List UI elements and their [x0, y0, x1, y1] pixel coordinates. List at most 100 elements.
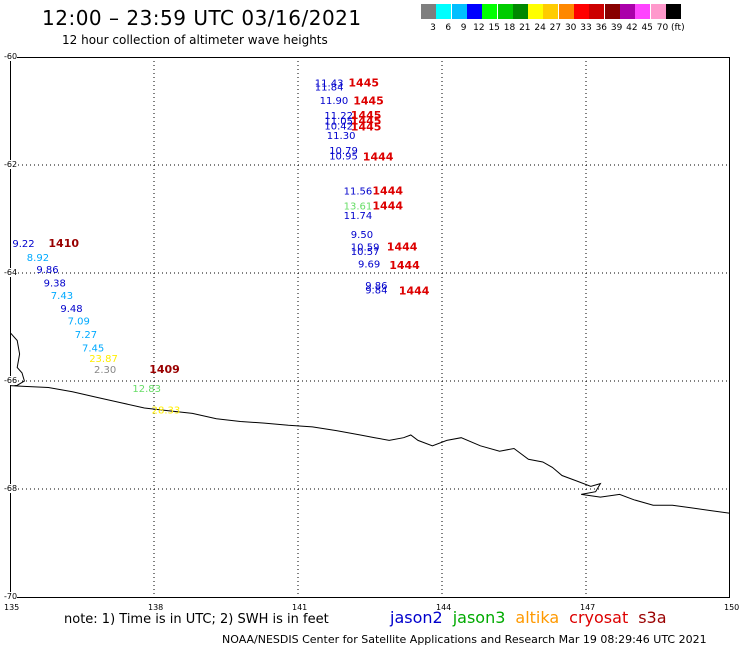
scale-swatch-13: [619, 4, 635, 19]
lat-tick-label: -70: [4, 592, 18, 601]
wave-height-value: 9.86: [365, 281, 387, 292]
satellite-legend: jason2 jason3 altika cryosat s3a: [390, 608, 677, 627]
scale-swatch-14: [635, 4, 651, 19]
lat-tick-label: -68: [4, 484, 18, 493]
scale-label-14: 45: [641, 23, 653, 33]
pass-time-label: 1444: [372, 185, 403, 198]
wave-height-value: 10.79: [329, 146, 358, 157]
scale-label-9: 30: [564, 23, 577, 33]
wave-height-value: 11.30: [327, 131, 356, 142]
scale-label-8: 27: [549, 23, 562, 33]
wave-height-value: 11.56: [344, 187, 373, 198]
scale-label-7: 24: [534, 23, 546, 33]
wave-height-value: 11.43: [315, 79, 344, 90]
pass-time-label: 1410: [48, 237, 79, 250]
scale-swatch-2: [451, 4, 467, 19]
satellite-jason3: jason3: [452, 608, 506, 627]
scale-label-4: 15: [488, 23, 500, 33]
footer-credit: NOAA/NESDIS Center for Satellite Applica…: [222, 633, 707, 646]
lon-tick-label: 144: [436, 603, 452, 612]
scale-label-12: 39: [610, 23, 623, 33]
wave-height-value: 9.48: [60, 304, 82, 315]
wave-height-value: 9.22: [12, 239, 34, 250]
satellite-jason2: jason2: [390, 608, 443, 627]
pass-time-label: 1445: [353, 95, 384, 108]
scale-label-15: 70: [656, 23, 669, 33]
scale-swatch-5: [497, 4, 513, 19]
satellite-cryosat: cryosat: [569, 608, 629, 627]
scale-swatch-1: [436, 4, 452, 19]
wave-height-value: 11.90: [320, 96, 349, 107]
lat-tick-label: -62: [4, 160, 18, 169]
scale-swatch-4: [482, 4, 498, 19]
pass-time-label: 1445: [348, 77, 379, 90]
lon-tick-label: 150: [724, 603, 740, 612]
pass-time-label: 1444: [387, 240, 418, 253]
scale-label-10: 33: [580, 23, 592, 33]
scale-swatch-6: [512, 4, 528, 19]
pass-time-label: 1444: [389, 259, 420, 272]
scale-label-1: 6: [445, 23, 452, 33]
scale-label-11: 36: [595, 23, 608, 33]
scale-swatch-16: [665, 4, 681, 19]
scale-swatch-7: [528, 4, 544, 19]
wave-height-value: 9.38: [44, 279, 66, 290]
wave-height-value: 8.92: [27, 253, 49, 264]
wave-height-value: 7.43: [51, 291, 73, 302]
scale-swatch-12: [604, 4, 620, 19]
wave-height-value: 9.69: [358, 260, 380, 271]
scale-swatch-8: [543, 4, 559, 19]
pass-time-label: 1445: [351, 109, 382, 122]
pass-time-label: 1445: [351, 120, 382, 133]
wave-height-value: 11.84: [315, 82, 344, 93]
scale-label-2: 9: [460, 23, 467, 33]
wave-height-value: 2.30: [94, 365, 116, 376]
pass-time-label: 1445: [351, 115, 382, 128]
satellite-altika: altika: [515, 608, 560, 627]
lat-tick-label: -60: [4, 52, 18, 61]
wave-height-value: 9.84: [365, 286, 387, 297]
wave-height-value: 10.42: [324, 121, 353, 132]
scale-label-3: 12: [473, 23, 485, 33]
note-text: note: 1) Time is in UTC; 2) SWH is in fe…: [64, 612, 329, 627]
lon-tick-label: 138: [148, 603, 164, 612]
wave-height-value: 7.09: [68, 316, 90, 327]
scale-label-6: 21: [519, 23, 531, 33]
satellite-s3a: s3a: [638, 608, 667, 627]
map-subtitle: 12 hour collection of altimeter wave hei…: [62, 33, 328, 47]
lat-tick-label: -64: [4, 268, 18, 277]
wave-height-value: 10.57: [351, 247, 380, 258]
scale-swatch-10: [574, 4, 589, 19]
scale-swatch-3: [466, 4, 482, 19]
scale-swatch-0: [421, 4, 436, 19]
lat-tick-label: -66: [4, 376, 18, 385]
wave-height-value: 12.83: [132, 384, 161, 395]
wave-height-value: 7.27: [75, 330, 97, 341]
wave-height-value: 10.95: [329, 152, 358, 163]
pass-time-label: 1444: [372, 199, 403, 212]
scale-label-5: 18: [503, 23, 516, 33]
scale-swatch-9: [558, 4, 574, 19]
scale-swatch-11: [589, 4, 605, 19]
wave-height-map: 11.43 11.84 11.90 11.22 11.05 10.42 11.30 10.79…: [4, 57, 731, 621]
scale-label-0: 3: [430, 23, 436, 33]
wave-height-value: 10.59: [351, 242, 380, 253]
wave-height-value: 11.22: [324, 111, 353, 122]
wave-height-value: 11.05: [324, 117, 353, 128]
scale-label-13: 42: [626, 23, 638, 33]
pass-time-label: 1444: [399, 285, 430, 298]
scale-swatch-15: [650, 4, 666, 19]
map-frame: [10, 57, 730, 598]
wave-height-value: 28.33: [152, 405, 181, 416]
lon-tick-label: 147: [580, 603, 596, 612]
coastline-antarctica: [5, 384, 731, 514]
wave-height-value: 23.87: [89, 354, 118, 365]
pass-time-label: 1409: [149, 363, 180, 376]
map-title: 12:00 – 23:59 UTC 03/16/2021: [42, 6, 362, 30]
pass-time-label: 1444: [363, 151, 394, 164]
wave-height-value: 7.45: [82, 343, 104, 354]
wave-height-value: 9.86: [36, 265, 58, 276]
lon-tick-label: 141: [292, 603, 308, 612]
scale-label-16: (ft): [671, 23, 685, 33]
